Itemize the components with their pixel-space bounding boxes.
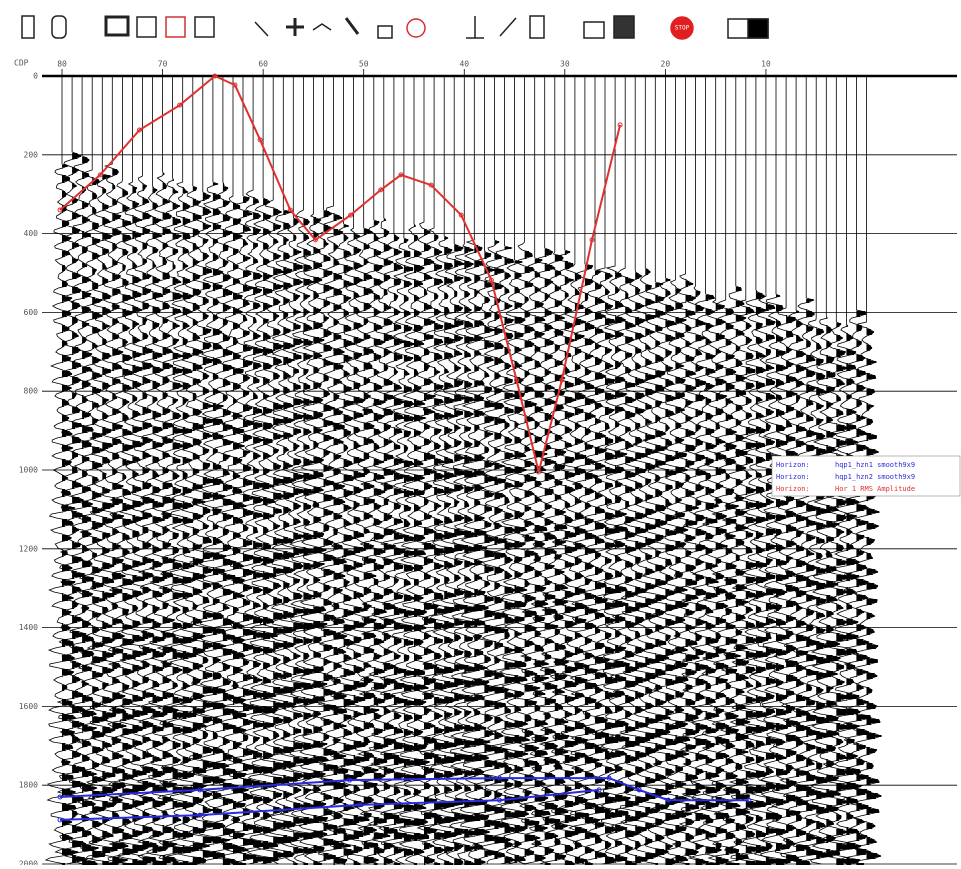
x-tick-label: 20 [661, 60, 671, 69]
seismic-fill [585, 265, 600, 865]
x-tick-label: 50 [359, 60, 369, 69]
seismic-fill [243, 197, 260, 861]
traces [46, 76, 881, 865]
y-tick-label: 1800 [19, 781, 38, 790]
y-tick-label: 1400 [19, 623, 38, 632]
y-tick-label: 2000 [19, 860, 38, 866]
x-tick-label: 80 [57, 60, 67, 69]
y-tick-label: 200 [24, 150, 39, 159]
tool-page[interactable] [530, 16, 544, 38]
tool-arrow[interactable] [346, 18, 358, 34]
x-axis-label: CDP [14, 59, 29, 68]
tool-percent[interactable] [500, 18, 516, 36]
y-tick-label: 600 [24, 308, 39, 317]
x-tick-label: 30 [560, 60, 570, 69]
x-tick-label: 10 [761, 60, 771, 69]
legend: Horizon: hqp1_hzn1 smooth9x9 Horizon: hqp1_… [772, 456, 960, 496]
legend-prefix: Horizon: [776, 461, 810, 469]
tool-save[interactable] [614, 16, 634, 38]
tool-select[interactable] [166, 17, 185, 37]
legend-label: hqp1_hzn1 smooth9x9 [835, 461, 915, 469]
stop-label: STOP [675, 25, 690, 32]
tool-bend[interactable] [313, 24, 331, 30]
y-tick-label: 400 [24, 229, 39, 238]
x-tick-label: 40 [459, 60, 469, 69]
tool-screen[interactable] [106, 17, 128, 35]
tool-ruler[interactable] [22, 16, 34, 38]
tool-grid[interactable] [137, 17, 156, 37]
seismic-fill [555, 255, 569, 861]
tool-record[interactable] [407, 19, 425, 37]
tool-panel[interactable] [195, 17, 214, 37]
x-tick-label: 60 [258, 60, 268, 69]
legend-prefix: Horizon: [776, 473, 810, 481]
x-tick-label: 70 [158, 60, 168, 69]
tool-color-black [748, 19, 768, 38]
seismic-fill [867, 327, 882, 859]
y-tick-label: 800 [24, 387, 39, 396]
tool-database[interactable] [52, 16, 66, 38]
y-tick-label: 1600 [19, 702, 38, 711]
seismic-viewer: STOP CDP 0 200 400 600 800 1000 1200 1400 1600 18… [0, 0, 961, 865]
legend-label: Hor 1 RMS Amplitude [835, 485, 915, 493]
tool-pick[interactable] [255, 22, 268, 36]
legend-prefix: Horizon: [776, 485, 810, 493]
tool-cross[interactable] [286, 18, 304, 36]
legend-label: hqp1_hzn2 smooth9x9 [835, 473, 915, 481]
tool-brush[interactable] [378, 26, 392, 38]
tool-open[interactable] [584, 22, 604, 38]
y-tick-label: 0 [33, 72, 38, 81]
tool-microscope[interactable] [466, 16, 484, 38]
seismic-fill [303, 219, 318, 865]
toolbar: STOP [22, 16, 768, 39]
y-tick-label: 1000 [19, 466, 38, 475]
y-tick-label: 1200 [19, 544, 38, 553]
